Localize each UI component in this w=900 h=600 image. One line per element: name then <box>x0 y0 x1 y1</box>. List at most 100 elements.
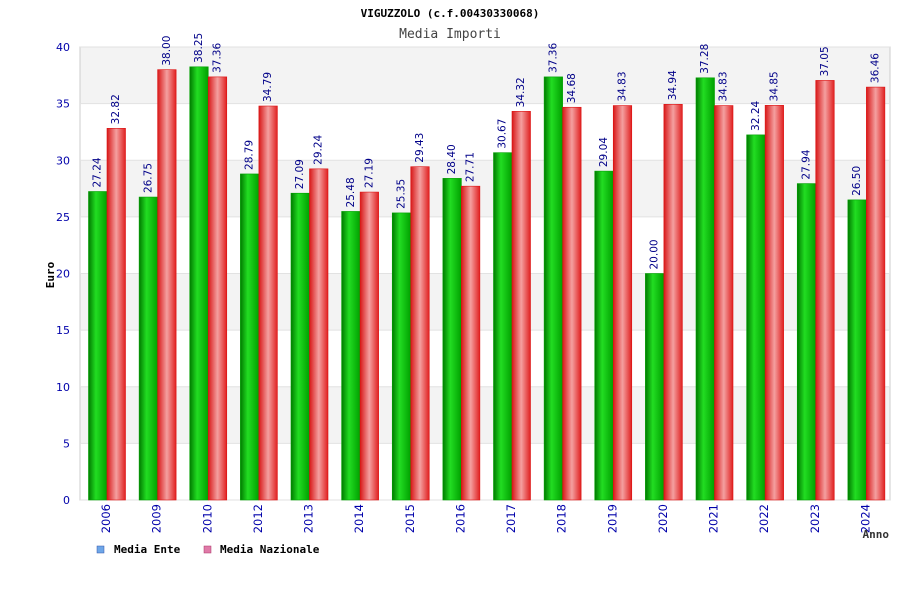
bar-media-ente-2010 <box>189 66 209 501</box>
x-axis-ticks: 2006 2009 2010 2012 2013 2014 2015 2016 2017 2018… <box>99 504 872 533</box>
x-tick-label: 2014 <box>352 504 366 533</box>
chart-subtitle: Media Importi <box>399 27 501 42</box>
y-tick-label: 0 <box>63 494 70 507</box>
data-label-media-ente-2010: 38.25 <box>193 33 205 63</box>
bar-media-nazionale-2020 <box>663 104 683 501</box>
data-label-media-ente-2019: 29.04 <box>598 137 610 167</box>
y-axis-label: Euro <box>44 261 57 288</box>
data-label-media-ente-2015: 25.35 <box>396 179 408 209</box>
bar-media-ente-2019 <box>594 170 614 501</box>
bar-media-nazionale-2014 <box>359 191 379 501</box>
x-tick-label: 2022 <box>757 504 771 533</box>
legend-label-media-ente: Media Ente <box>114 543 181 556</box>
data-label-media-ente-2016: 28.40 <box>446 144 458 174</box>
y-tick-label: 5 <box>63 437 70 450</box>
bar-media-nazionale-2023 <box>815 80 835 501</box>
bar-media-ente-2016 <box>442 178 462 501</box>
x-tick-label: 2017 <box>504 504 518 533</box>
bar-labels: 27.24 32.82 26.75 38.00 38.25 37.36 28.79 34.79… <box>92 33 882 270</box>
data-label-media-ente-2020: 20.00 <box>649 239 661 269</box>
legend: Media Ente Media Nazionale <box>96 543 320 556</box>
bar-media-ente-2006 <box>88 191 108 501</box>
data-label-media-nazionale-2023: 37.05 <box>819 46 831 76</box>
data-label-media-nazionale-2020: 34.94 <box>667 70 679 100</box>
legend-swatch-media-nazionale <box>203 545 212 554</box>
x-tick-label: 2006 <box>99 504 113 533</box>
data-label-media-ente-2013: 27.09 <box>294 159 306 189</box>
bar-media-ente-2022 <box>746 134 766 501</box>
data-label-media-nazionale-2015: 29.43 <box>414 133 426 163</box>
x-tick-label: 2016 <box>453 504 467 533</box>
bar-media-nazionale-2018 <box>562 106 582 501</box>
y-tick-label: 10 <box>56 381 70 394</box>
data-label-media-nazionale-2022: 34.85 <box>768 71 780 101</box>
data-label-media-nazionale-2021: 34.83 <box>718 71 730 101</box>
data-label-media-ente-2023: 27.94 <box>801 149 813 179</box>
data-label-media-nazionale-2018: 34.68 <box>566 73 578 103</box>
data-label-media-nazionale-2013: 29.24 <box>313 134 325 164</box>
data-label-media-ente-2021: 37.28 <box>699 44 711 74</box>
x-tick-label: 2024 <box>858 504 872 533</box>
bar-media-ente-2020 <box>645 273 665 501</box>
bar-media-nazionale-2019 <box>612 105 633 501</box>
y-tick-label: 30 <box>56 154 70 167</box>
y-tick-label: 35 <box>56 98 70 111</box>
bar-media-nazionale-2021 <box>714 105 734 501</box>
y-tick-label: 20 <box>56 268 70 281</box>
data-label-media-nazionale-2012: 34.79 <box>262 72 274 102</box>
bar-media-nazionale-2013 <box>309 168 329 501</box>
data-label-media-nazionale-2016: 27.71 <box>465 152 477 182</box>
y-axis-ticks: 0 5 10 15 20 25 30 35 40 <box>56 41 70 507</box>
bar-media-ente-2013 <box>290 192 310 501</box>
data-label-media-ente-2017: 30.67 <box>497 119 509 149</box>
legend-label-media-nazionale: Media Nazionale <box>220 543 320 556</box>
data-label-media-nazionale-2009: 38.00 <box>161 36 173 66</box>
x-tick-label: 2012 <box>251 504 265 533</box>
x-axis-label: Anno <box>863 528 890 541</box>
y-tick-label: 25 <box>56 211 70 224</box>
data-label-media-nazionale-2017: 34.32 <box>515 77 527 107</box>
bar-media-nazionale-2012 <box>258 105 278 501</box>
bar-media-nazionale-2024 <box>866 86 886 501</box>
bars <box>88 66 886 501</box>
data-label-media-nazionale-2006: 32.82 <box>110 94 122 124</box>
bar-media-nazionale-2016 <box>461 185 481 501</box>
bar-media-nazionale-2010 <box>207 76 228 501</box>
data-label-media-nazionale-2019: 34.83 <box>617 71 629 101</box>
x-tick-label: 2020 <box>656 504 670 533</box>
x-tick-label: 2015 <box>403 504 417 533</box>
bar-media-ente-2014 <box>341 211 361 501</box>
x-tick-label: 2010 <box>200 504 214 533</box>
x-tick-label: 2013 <box>302 504 316 533</box>
data-label-media-ente-2009: 26.75 <box>142 163 154 193</box>
legend-swatch-media-ente <box>96 545 105 554</box>
x-tick-label: 2023 <box>808 504 822 533</box>
bar-media-nazionale-2009 <box>157 69 177 501</box>
data-label-media-ente-2014: 25.48 <box>345 177 357 207</box>
data-label-media-ente-2024: 26.50 <box>851 166 863 196</box>
bar-media-nazionale-2022 <box>764 105 784 501</box>
data-label-media-nazionale-2010: 37.36 <box>212 43 224 73</box>
bar-media-nazionale-2015 <box>410 166 430 501</box>
x-tick-label: 2009 <box>150 504 164 533</box>
x-tick-label: 2018 <box>555 504 569 533</box>
bar-media-ente-2021 <box>695 77 715 501</box>
bar-media-nazionale-2006 <box>106 128 126 501</box>
bar-media-ente-2009 <box>138 196 158 501</box>
bar-media-nazionale-2017 <box>511 111 531 501</box>
bar-media-ente-2024 <box>847 199 867 501</box>
bar-media-ente-2018 <box>543 76 563 501</box>
x-tick-label: 2019 <box>605 504 619 533</box>
bar-media-ente-2012 <box>240 173 260 501</box>
data-label-media-nazionale-2024: 36.46 <box>870 53 882 83</box>
bar-media-ente-2017 <box>493 152 513 501</box>
y-tick-label: 15 <box>56 324 70 337</box>
data-label-media-ente-2006: 27.24 <box>92 157 104 187</box>
y-tick-label: 40 <box>56 41 70 54</box>
data-label-media-nazionale-2014: 27.19 <box>363 158 375 188</box>
bar-media-ente-2023 <box>796 183 817 501</box>
data-label-media-ente-2018: 37.36 <box>547 43 559 73</box>
chart-title: VIGUZZOLO (c.f.00430330068) <box>361 7 540 20</box>
bar-media-ente-2015 <box>391 212 412 501</box>
